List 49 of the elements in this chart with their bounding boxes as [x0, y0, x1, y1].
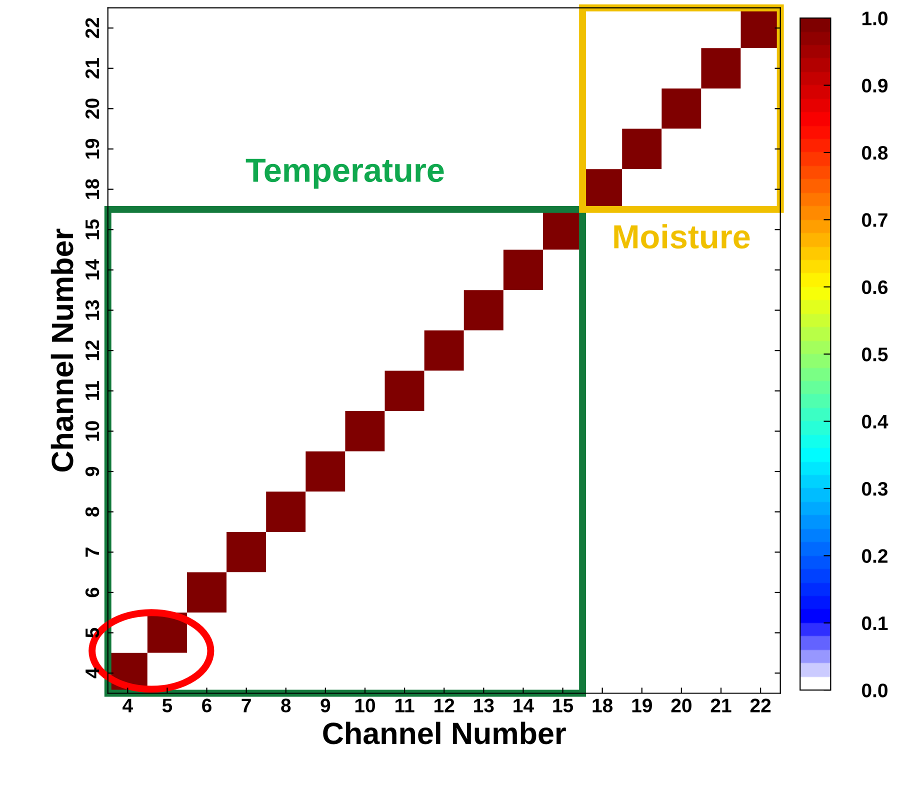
x-tick-label: 12	[434, 698, 454, 712]
x-tick-label: 22	[750, 698, 771, 712]
color-bar-label: 0.2	[862, 549, 888, 563]
y-tick-label: 14	[86, 259, 99, 280]
y-tick-label: 11	[86, 381, 99, 400]
y-tick-label: 20	[85, 98, 100, 119]
x-tick-label: 13	[474, 698, 494, 712]
color-bar-label: 1.0	[862, 12, 888, 26]
x-tick-label: 18	[592, 698, 613, 712]
y-tick-label: 22	[85, 18, 99, 38]
x-tick-label: 10	[355, 698, 376, 712]
y-tick-label: 6	[85, 588, 100, 598]
color-bar-label: 0.0	[862, 684, 888, 698]
color-bar-label: 0.5	[862, 348, 888, 362]
y-tick-label: 21	[85, 58, 99, 78]
y-tick-label: 10	[85, 421, 100, 441]
x-tick-label: 19	[632, 698, 652, 712]
color-bar-label: 0.6	[862, 280, 888, 294]
x-tick-label: 14	[514, 698, 534, 712]
x-tick-label: 9	[320, 698, 330, 712]
x-tick-label: 15	[553, 698, 574, 712]
color-bar-label: 0.4	[862, 414, 888, 429]
y-tick-label: 12	[85, 340, 99, 360]
color-bar-label: 0.9	[862, 78, 888, 93]
x-tick-label: 8	[281, 698, 291, 712]
y-tick-label: 13	[85, 300, 100, 320]
y-tick-label: 18	[85, 179, 100, 199]
x-tick-label: 7	[242, 698, 251, 712]
y-tick-label: 19	[85, 138, 100, 159]
x-tick-label: 20	[671, 698, 692, 712]
x-tick-label: 4	[122, 698, 133, 712]
y-axis-title: Channel Number	[50, 228, 74, 472]
annotation: Temperature	[246, 158, 444, 189]
color-bar-label: 0.7	[862, 213, 888, 227]
y-tick-label: 15	[86, 219, 100, 240]
color-bar-label: 0.1	[862, 616, 888, 630]
x-tick-label: 11	[395, 698, 414, 712]
x-tick-label: 5	[162, 698, 172, 712]
x-tick-label: 21	[710, 698, 732, 712]
color-bar-label: 0.8	[862, 146, 888, 160]
x-axis-title: Channel Number	[323, 722, 566, 744]
y-tick-label: 9	[85, 466, 100, 476]
y-tick-label: 7	[86, 548, 99, 557]
y-tick-label: 4	[86, 668, 99, 678]
color-bar-label: 0.3	[862, 482, 888, 496]
x-tick-label: 6	[202, 698, 212, 712]
y-tick-label: 8	[85, 507, 100, 517]
annotation: Moisture	[614, 224, 750, 249]
y-tick-label: 5	[86, 628, 100, 638]
